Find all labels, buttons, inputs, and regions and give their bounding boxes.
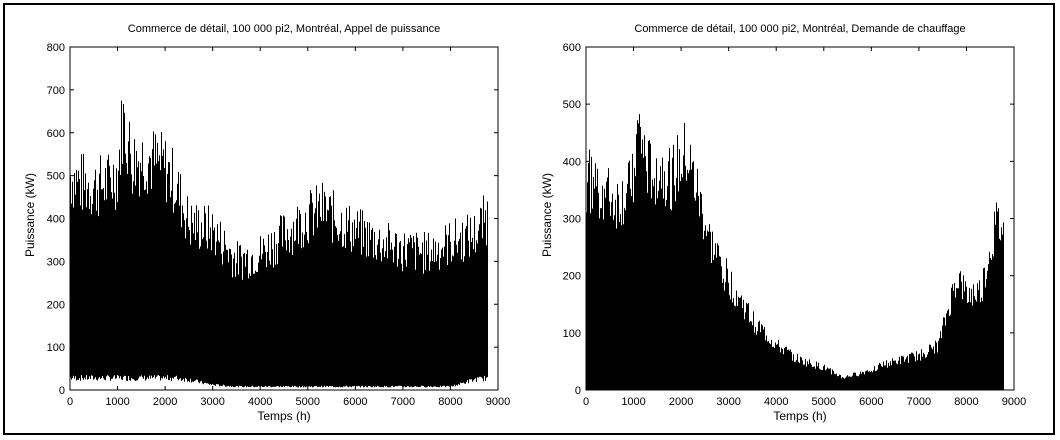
x-axis-label: Temps (h) [257,409,310,423]
plot-area: 0 1000 2000 3000 4000 5000 6000 7000 8000 9000 0 10… [563,42,1027,408]
x-tick-label: 3000 [200,396,224,408]
y-tick-label: 300 [47,256,65,268]
y-tick-label: 200 [47,299,65,311]
x-tick-label: 1000 [621,396,645,408]
x-tick-label: 5000 [812,396,836,408]
y-tick-label: 500 [47,171,65,183]
x-tick-label: 2000 [153,396,177,408]
y-tick-label: 100 [47,342,65,354]
y-tick-label: 400 [563,156,581,168]
y-tick-label: 0 [59,385,65,397]
chart-title: Commerce de détail, 100 000 pi2, Montréa… [634,23,965,35]
x-tick-label: 6000 [859,396,883,408]
x-tick-label: 6000 [343,396,367,408]
x-tick-label: 2000 [669,396,693,408]
data-series [70,100,488,388]
x-tick-label: 8000 [438,396,462,408]
y-tick-label: 0 [575,385,581,397]
x-tick-label: 7000 [391,396,415,408]
x-tick-label: 4000 [764,396,788,408]
x-tick-label: 9000 [1002,396,1026,408]
x-tick-label: 0 [583,396,589,408]
x-tick-label: 7000 [907,396,931,408]
y-tick-label: 600 [47,128,65,140]
chart-heating-demand: Commerce de détail, 100 000 pi2, Montréa… [540,23,1026,423]
x-axis-label: Temps (h) [773,409,826,423]
x-tick-label: 3000 [716,396,740,408]
x-tick-label: 4000 [248,396,272,408]
x-tick-label: 0 [67,396,73,408]
y-axis-label: Puissance (kW) [540,173,554,257]
y-tick-label: 300 [563,214,581,226]
y-tick-label: 500 [563,99,581,111]
x-tick-label: 8000 [954,396,978,408]
y-axis-label: Puissance (kW) [23,173,37,257]
chart-title: Commerce de détail, 100 000 pi2, Montréa… [128,23,440,35]
x-tick-label: 9000 [486,396,510,408]
y-tick-label: 400 [47,214,65,226]
y-tick-label: 800 [47,42,65,54]
x-tick-label: 5000 [296,396,320,408]
x-tick-label: 1000 [105,396,129,408]
chart-power-demand: Commerce de détail, 100 000 pi2, Montréa… [23,23,510,423]
y-tick-label: 600 [563,42,581,54]
y-tick-label: 100 [563,328,581,340]
y-tick-label: 700 [47,85,65,97]
plot-area: 0 1000 2000 3000 4000 5000 6000 7000 8000 9000 0 10… [47,42,511,408]
y-tick-label: 200 [563,271,581,283]
data-series [586,114,1004,390]
